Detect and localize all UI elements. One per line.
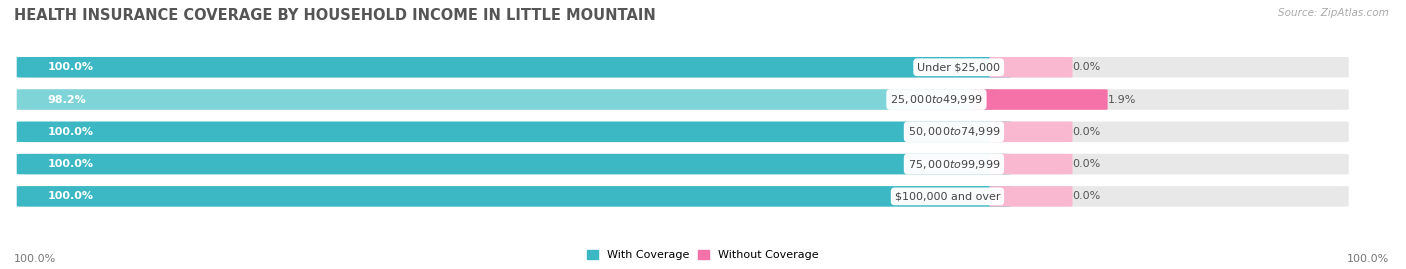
Text: 0.0%: 0.0% — [1073, 127, 1101, 137]
Text: $25,000 to $49,999: $25,000 to $49,999 — [890, 93, 983, 106]
Text: Source: ZipAtlas.com: Source: ZipAtlas.com — [1278, 8, 1389, 18]
FancyBboxPatch shape — [17, 89, 1348, 110]
Text: 1.9%: 1.9% — [1108, 94, 1136, 105]
FancyBboxPatch shape — [990, 186, 1073, 207]
Text: 100.0%: 100.0% — [48, 127, 94, 137]
FancyBboxPatch shape — [990, 57, 1073, 77]
Text: $100,000 and over: $100,000 and over — [894, 191, 1000, 201]
Text: 100.0%: 100.0% — [14, 254, 56, 264]
Text: 0.0%: 0.0% — [1073, 159, 1101, 169]
FancyBboxPatch shape — [17, 122, 1348, 142]
Text: $50,000 to $74,999: $50,000 to $74,999 — [908, 125, 1000, 138]
Text: HEALTH INSURANCE COVERAGE BY HOUSEHOLD INCOME IN LITTLE MOUNTAIN: HEALTH INSURANCE COVERAGE BY HOUSEHOLD I… — [14, 8, 655, 23]
Text: 100.0%: 100.0% — [48, 62, 94, 72]
Text: 0.0%: 0.0% — [1073, 62, 1101, 72]
FancyBboxPatch shape — [17, 122, 1011, 142]
Text: 100.0%: 100.0% — [48, 159, 94, 169]
Legend: With Coverage, Without Coverage: With Coverage, Without Coverage — [582, 246, 824, 265]
Text: 98.2%: 98.2% — [48, 94, 87, 105]
FancyBboxPatch shape — [17, 186, 1348, 207]
Text: 100.0%: 100.0% — [48, 191, 94, 201]
FancyBboxPatch shape — [972, 89, 1108, 110]
FancyBboxPatch shape — [990, 122, 1073, 142]
Text: $75,000 to $99,999: $75,000 to $99,999 — [908, 158, 1000, 171]
FancyBboxPatch shape — [990, 154, 1073, 174]
FancyBboxPatch shape — [17, 154, 1011, 174]
Text: 100.0%: 100.0% — [1347, 254, 1389, 264]
FancyBboxPatch shape — [17, 57, 1348, 77]
FancyBboxPatch shape — [17, 57, 1011, 77]
Text: Under $25,000: Under $25,000 — [917, 62, 1000, 72]
FancyBboxPatch shape — [17, 186, 1011, 207]
FancyBboxPatch shape — [17, 89, 994, 110]
FancyBboxPatch shape — [17, 154, 1348, 174]
Text: 0.0%: 0.0% — [1073, 191, 1101, 201]
